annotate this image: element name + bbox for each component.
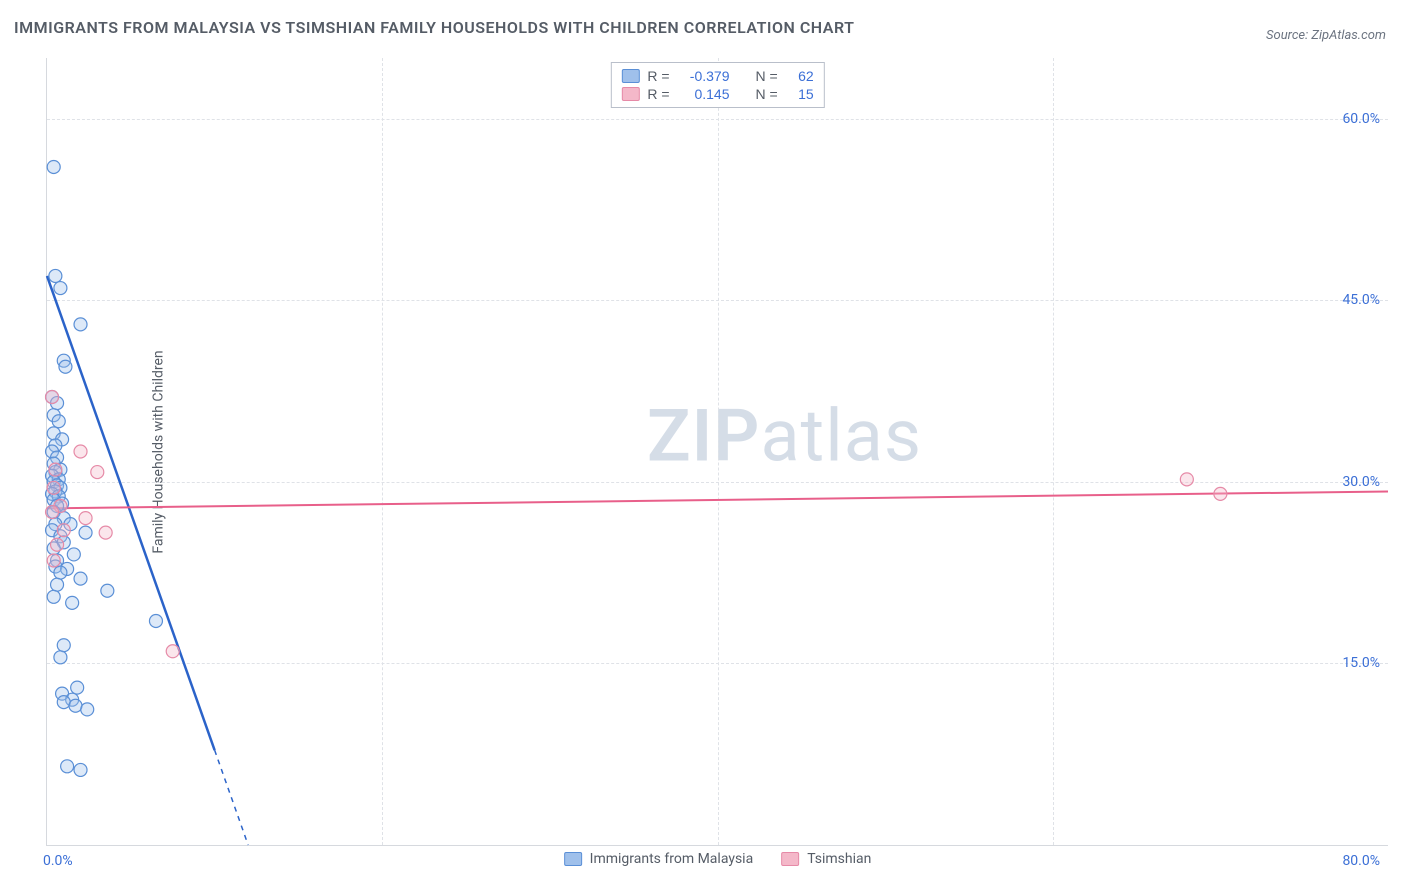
legend-row-series-b: R = 0.145 N = 15 bbox=[621, 85, 813, 103]
y-tick-label: 30.0% bbox=[1342, 474, 1380, 490]
n-label: N = bbox=[756, 68, 778, 84]
n-label: N = bbox=[756, 86, 778, 102]
r-label: R = bbox=[647, 86, 669, 102]
swatch-series-a bbox=[564, 852, 582, 866]
y-tick-label: 60.0% bbox=[1342, 111, 1380, 127]
legend-series: Immigrants from Malaysia Tsimshian bbox=[564, 851, 872, 867]
x-tick-origin: 0.0% bbox=[43, 853, 73, 869]
legend-item-b: Tsimshian bbox=[781, 851, 871, 867]
r-label: R = bbox=[647, 68, 669, 84]
n-value-a: 62 bbox=[786, 68, 814, 84]
legend-label-a: Immigrants from Malaysia bbox=[590, 851, 754, 867]
legend-correlation: R = -0.379 N = 62 R = 0.145 N = 15 bbox=[610, 62, 824, 108]
swatch-series-b bbox=[781, 852, 799, 866]
legend-row-series-a: R = -0.379 N = 62 bbox=[621, 67, 813, 85]
n-value-b: 15 bbox=[786, 86, 814, 102]
legend-item-a: Immigrants from Malaysia bbox=[564, 851, 754, 867]
legend-label-b: Tsimshian bbox=[807, 851, 871, 867]
swatch-series-a bbox=[621, 69, 639, 83]
source-label: Source: ZipAtlas.com bbox=[1266, 28, 1386, 43]
x-tick-max: 80.0% bbox=[1342, 853, 1380, 869]
y-tick-label: 15.0% bbox=[1342, 655, 1380, 671]
plot-area: Family Households with Children ZIPatlas… bbox=[46, 58, 1388, 846]
chart-title: IMMIGRANTS FROM MALAYSIA VS TSIMSHIAN FA… bbox=[14, 18, 854, 37]
swatch-series-b bbox=[621, 87, 639, 101]
chart-svg bbox=[47, 58, 1388, 845]
r-value-b: 0.145 bbox=[678, 86, 730, 102]
r-value-a: -0.379 bbox=[678, 68, 730, 84]
y-tick-label: 45.0% bbox=[1342, 292, 1380, 308]
